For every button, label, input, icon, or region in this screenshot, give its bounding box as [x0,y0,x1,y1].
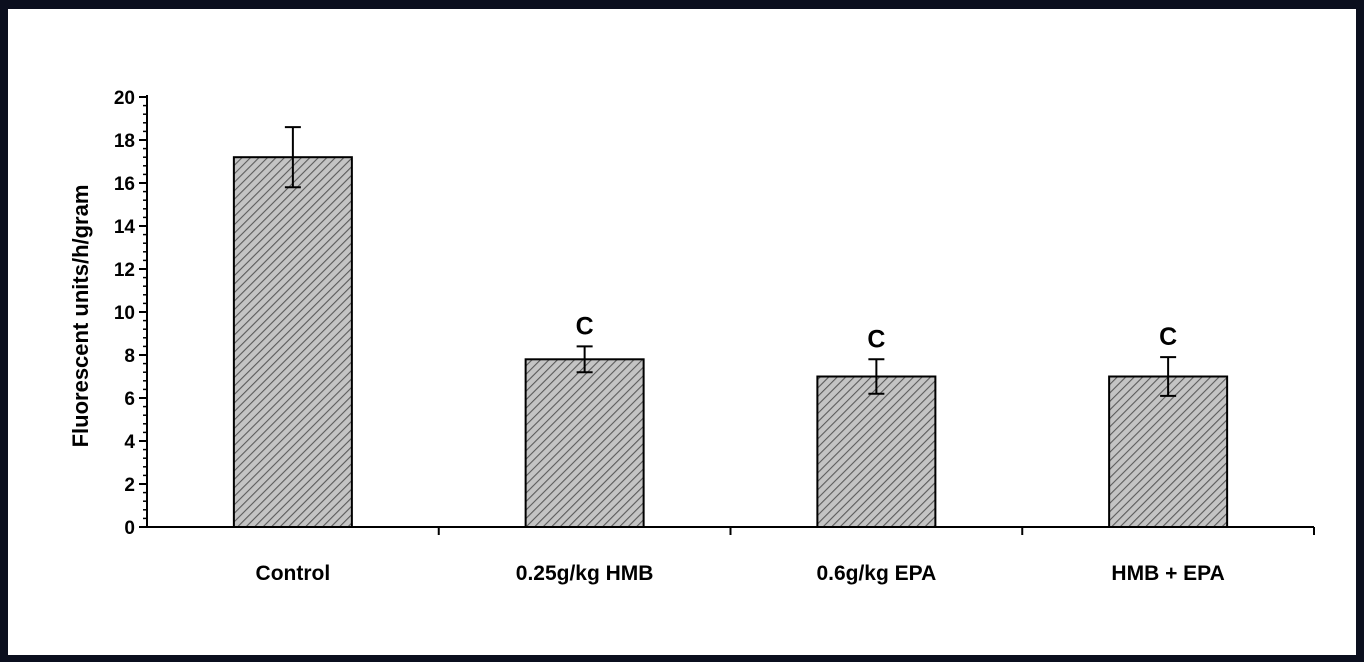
bar-2 [524,358,645,528]
y-tick-label: 12 [114,260,135,281]
y-tick-label: 14 [114,217,136,238]
y-tick-label: 0 [124,518,135,539]
bar-4 [1108,375,1229,528]
bar-1 [232,156,353,528]
x-tick-label: HMB + EPA [1111,562,1224,585]
x-tick-label: 0.25g/kg HMB [516,562,654,585]
y-tick-label: 8 [124,346,135,367]
y-tick-label: 18 [114,131,135,152]
y-tick-label: 20 [114,88,135,109]
x-tick-label: Control [256,562,331,585]
y-tick-label: 10 [114,303,135,324]
significance-label: C [867,325,885,353]
y-tick-label: 2 [124,475,135,496]
y-tick-label: 4 [124,432,135,453]
bar-chart: Fluorescent units/h/gram 0 2 4 6 8 10 12 14 16 18… [68,88,1315,585]
chart-frame: Fluorescent units/h/gram 0 2 4 6 8 10 12 14 16 18… [8,9,1356,655]
y-tick-label: 6 [124,389,135,410]
y-axis-title: Fluorescent units/h/gram [68,185,93,448]
y-tick-label: 16 [114,174,135,195]
significance-label: C [1159,323,1177,351]
significance-label: C [576,312,594,340]
x-tick-label: 0.6g/kg EPA [816,562,936,585]
bar-3 [816,375,937,528]
